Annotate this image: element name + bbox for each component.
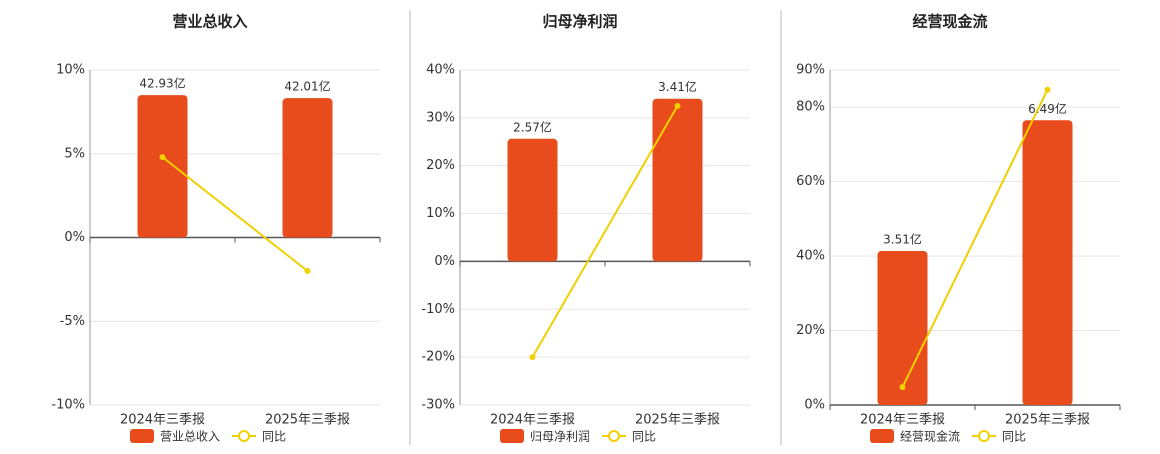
value-label: 42.01亿: [284, 79, 330, 94]
legend-swatch: [870, 429, 894, 443]
legend-swatch: [130, 429, 154, 443]
x-tick-label: 2025年三季报: [635, 413, 720, 428]
legend-marker: [978, 430, 990, 442]
y-tick-label: -5%: [60, 314, 85, 329]
legend-swatch: [500, 429, 524, 443]
line-point: [899, 384, 906, 391]
y-tick-label: 0%: [804, 398, 825, 413]
legend-label: 营业总收入: [160, 430, 220, 444]
chart-title: 归母净利润: [542, 13, 617, 31]
x-tick-label: 2024年三季报: [120, 413, 205, 428]
line-point: [159, 154, 166, 161]
value-label: 2.57亿: [513, 119, 552, 134]
y-tick-label: 10%: [426, 206, 455, 221]
y-tick-label: 40%: [796, 249, 825, 264]
bar: [137, 95, 188, 238]
line: [901, 89, 1049, 388]
y-tick-label: 0%: [434, 254, 455, 269]
line-point: [304, 268, 311, 274]
chart-title: 经营现金流: [912, 13, 987, 31]
line: [531, 105, 679, 358]
x-tick-label: 2024年三季报: [490, 413, 575, 428]
line-point: [529, 354, 536, 361]
y-tick-label: -20%: [421, 350, 455, 365]
y-tick-label: -30%: [421, 398, 455, 413]
legend-label: 经营现金流: [900, 429, 960, 444]
y-tick-label: 20%: [426, 158, 455, 173]
legend-label: 同比: [1002, 430, 1026, 444]
y-tick-label: 90%: [796, 63, 825, 78]
line-point: [674, 102, 681, 109]
x-tick-label: 2024年三季报: [860, 413, 945, 428]
y-tick-label: 10%: [56, 63, 85, 78]
value-label: 3.51亿: [883, 231, 922, 246]
chart-title: 营业总收入: [172, 13, 247, 31]
bar: [877, 250, 928, 405]
y-tick-label: 20%: [796, 323, 825, 338]
legend-label: 归母净利润: [530, 430, 590, 444]
x-tick-label: 2025年三季报: [265, 413, 350, 428]
value-label: 42.93亿: [139, 76, 185, 91]
line: [161, 156, 309, 272]
y-tick-label: -10%: [51, 398, 85, 413]
bar: [282, 98, 333, 238]
y-tick-label: 5%: [64, 146, 85, 161]
bar: [507, 138, 558, 262]
y-tick-label: 0%: [64, 230, 85, 245]
value-label: 6.49亿: [1028, 101, 1067, 116]
bar: [1022, 120, 1073, 405]
y-tick-label: -10%: [421, 302, 455, 317]
line-point: [1044, 86, 1051, 93]
value-label: 3.41亿: [658, 79, 697, 94]
legend-label: 同比: [632, 430, 656, 444]
y-tick-label: 60%: [796, 174, 825, 189]
y-tick-label: 40%: [426, 63, 455, 78]
legend-marker: [608, 430, 620, 442]
y-tick-label: 80%: [796, 100, 825, 115]
legend-label: 同比: [262, 430, 286, 444]
legend-marker: [238, 430, 250, 442]
bar: [652, 98, 703, 262]
x-tick-label: 2025年三季报: [1005, 413, 1090, 428]
y-tick-label: 30%: [426, 110, 455, 125]
